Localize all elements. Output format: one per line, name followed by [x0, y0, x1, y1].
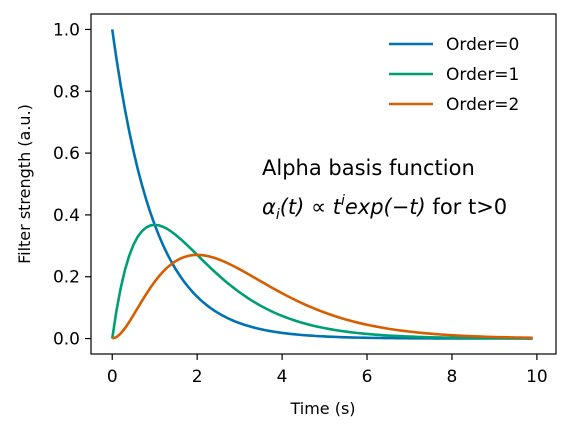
formula-superscript: i — [341, 193, 345, 209]
formula-condition: for t>0 — [426, 195, 507, 219]
x-tick-label: 0 — [107, 367, 118, 387]
y-tick-label: 0.8 — [53, 82, 80, 102]
formula-exp: exp(−t) — [345, 195, 426, 219]
y-axis-label: Filter strength (a.u.) — [15, 104, 34, 264]
x-tick-label: 10 — [526, 367, 548, 387]
y-tick-label: 0.0 — [53, 330, 80, 350]
legend: Order=0 Order=1 Order=2 — [389, 35, 519, 115]
plot-area-frame — [90, 13, 557, 355]
plot-lines — [110, 29, 533, 340]
x-tick-label: 2 — [192, 367, 203, 387]
y-tick-label: 0.6 — [53, 144, 80, 164]
y-tick-label: 0.2 — [53, 268, 80, 288]
annotation-formula: αi(t) ∝ tiexp(−t) for t>0 — [262, 193, 507, 223]
legend-label-0: Order=0 — [446, 35, 519, 55]
x-tick-label: 6 — [362, 367, 373, 387]
legend-label-2: Order=2 — [446, 95, 519, 115]
series-line-2 — [111, 253, 533, 340]
annotation-title: Alpha basis function — [262, 156, 475, 180]
x-axis-label: Time (s) — [289, 399, 355, 418]
x-tick-label: 8 — [447, 367, 458, 387]
x-axis-ticks: 0 2 4 6 8 10 — [107, 354, 548, 387]
formula-proportional: (t) ∝ t — [280, 195, 342, 219]
y-axis-ticks: 0.0 0.2 0.4 0.6 0.8 1.0 — [53, 20, 91, 350]
series-line-1 — [110, 223, 533, 340]
x-tick-label: 4 — [277, 367, 288, 387]
formula-alpha: α — [262, 195, 276, 219]
legend-label-1: Order=1 — [446, 65, 519, 85]
y-tick-label: 1.0 — [53, 20, 80, 40]
y-tick-label: 0.4 — [53, 206, 80, 226]
formula-subscript: i — [276, 207, 280, 223]
